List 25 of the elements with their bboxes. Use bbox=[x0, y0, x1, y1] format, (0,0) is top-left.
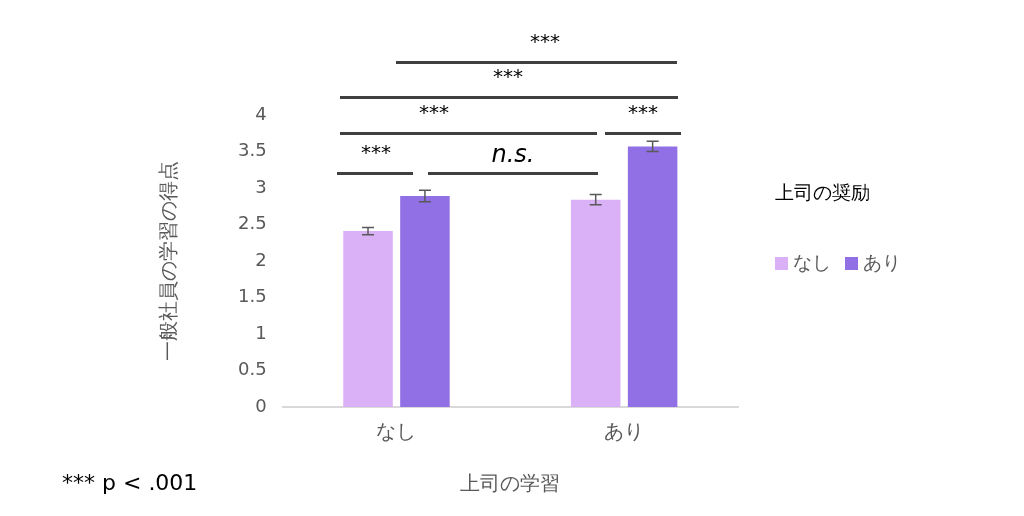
text: *** p < .001 bbox=[62, 470, 198, 495]
bar bbox=[343, 231, 393, 407]
y-tick-label: 4 bbox=[255, 102, 267, 124]
y-tick-label: 2 bbox=[255, 248, 267, 270]
x-axis-title: 上司の学習 bbox=[460, 471, 561, 496]
text: *** bbox=[530, 29, 560, 53]
annotation: n.s. bbox=[491, 140, 535, 168]
legend-label: あり bbox=[863, 250, 901, 275]
y-tick-label: 1 bbox=[255, 321, 267, 343]
legend-title: 上司の奨励 bbox=[775, 180, 870, 205]
bar bbox=[627, 146, 678, 407]
annotation: *** bbox=[419, 100, 449, 124]
annotation: *** bbox=[361, 140, 391, 164]
y-tick-label: 2.5 bbox=[237, 212, 267, 234]
y-axis-title: 一般社員の学習の得点 bbox=[156, 161, 181, 361]
bar bbox=[570, 199, 621, 407]
annotation: *** bbox=[628, 100, 658, 124]
y-tick-label: 3.5 bbox=[237, 139, 267, 161]
text: *** bbox=[493, 64, 523, 88]
y-tick-label: 0 bbox=[255, 394, 267, 416]
legend-label: なし bbox=[793, 250, 831, 275]
y-tick-label: 0.5 bbox=[237, 358, 267, 380]
y-tick-label: 1.5 bbox=[237, 285, 267, 307]
bar bbox=[400, 196, 450, 407]
y-tick-label: 3 bbox=[255, 175, 267, 197]
